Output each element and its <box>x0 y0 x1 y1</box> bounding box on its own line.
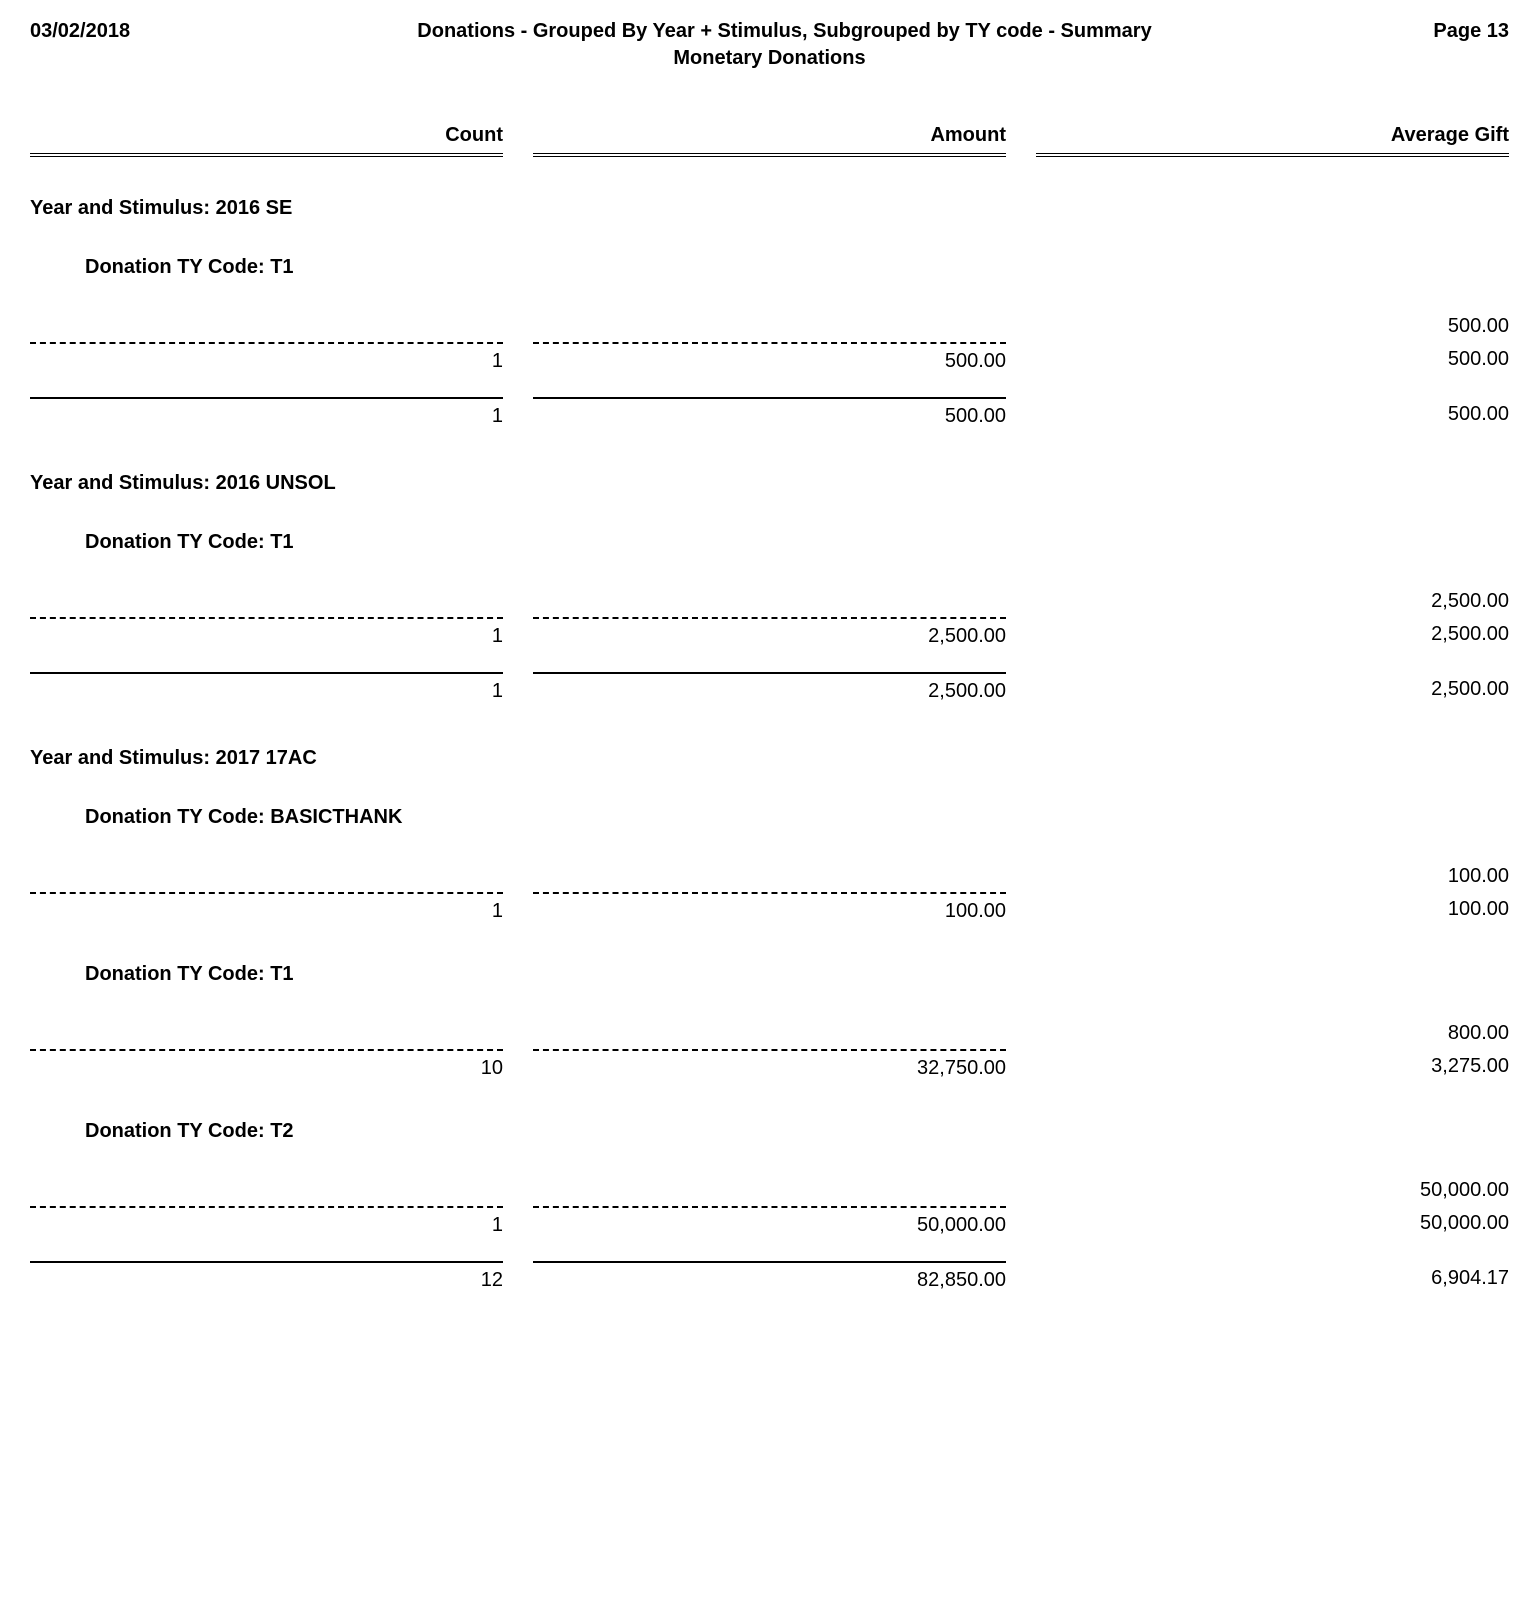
cell-count: 1 <box>30 1206 503 1241</box>
cell-avg: 800.00 <box>1036 1016 1509 1049</box>
cell-avg: 100.00 <box>1036 892 1509 927</box>
cell-amount <box>533 1016 1006 1049</box>
cell-count: 1 <box>30 397 503 432</box>
sub-prefix: Donation TY Code: <box>85 963 270 985</box>
cell-amount: 50,000.00 <box>533 1206 1006 1241</box>
cell-count: 1 <box>30 672 503 707</box>
report-page: Page 13 <box>1389 20 1509 43</box>
group-header: Year and Stimulus: 2017 17AC <box>30 747 1509 770</box>
group-prefix: Year and Stimulus: <box>30 197 216 219</box>
sub-prefix: Donation TY Code: <box>85 806 270 828</box>
group-prefix: Year and Stimulus: <box>30 747 216 769</box>
cell-avg: 50,000.00 <box>1036 1173 1509 1206</box>
cell-amount: 2,500.00 <box>533 672 1006 707</box>
subtotal-row: 1 500.00 500.00 <box>30 342 1509 377</box>
cell-avg: 500.00 <box>1036 342 1509 377</box>
detail-row: 2,500.00 <box>30 584 1509 617</box>
subgroup-header: Donation TY Code: BASICTHANK <box>30 806 1509 829</box>
cell-amount: 32,750.00 <box>533 1049 1006 1084</box>
cell-avg: 2,500.00 <box>1036 672 1509 707</box>
cell-count: 12 <box>30 1261 503 1296</box>
subgroup-header: Donation TY Code: T1 <box>30 531 1509 554</box>
subgroup-header: Donation TY Code: T1 <box>30 256 1509 279</box>
sub-prefix: Donation TY Code: <box>85 1120 270 1142</box>
subtotal-row: 1 100.00 100.00 <box>30 892 1509 927</box>
cell-avg: 50,000.00 <box>1036 1206 1509 1241</box>
subtotal-row: 1 2,500.00 2,500.00 <box>30 617 1509 652</box>
report-header: 03/02/2018 Donations - Grouped By Year +… <box>30 20 1509 43</box>
col-avg-header: Average Gift <box>1036 120 1509 157</box>
cell-avg: 3,275.00 <box>1036 1049 1509 1084</box>
cell-avg: 100.00 <box>1036 859 1509 892</box>
cell-count: 1 <box>30 342 503 377</box>
cell-avg: 2,500.00 <box>1036 617 1509 652</box>
detail-row: 50,000.00 <box>30 1173 1509 1206</box>
detail-row: 100.00 <box>30 859 1509 892</box>
cell-count <box>30 1173 503 1206</box>
report-subtitle: Monetary Donations <box>30 47 1509 70</box>
cell-count <box>30 859 503 892</box>
group-header: Year and Stimulus: 2016 SE <box>30 197 1509 220</box>
cell-avg: 500.00 <box>1036 309 1509 342</box>
report-date: 03/02/2018 <box>30 20 180 43</box>
cell-amount <box>533 584 1006 617</box>
cell-count: 1 <box>30 892 503 927</box>
sub-code: T1 <box>270 963 293 985</box>
group-name: 2017 17AC <box>216 747 317 769</box>
cell-count: 1 <box>30 617 503 652</box>
sub-code: T1 <box>270 256 293 278</box>
cell-count <box>30 309 503 342</box>
cell-amount <box>533 859 1006 892</box>
cell-avg: 500.00 <box>1036 397 1509 432</box>
cell-amount: 82,850.00 <box>533 1261 1006 1296</box>
group-header: Year and Stimulus: 2016 UNSOL <box>30 472 1509 495</box>
subtotal-row: 10 32,750.00 3,275.00 <box>30 1049 1509 1084</box>
subgroup-header: Donation TY Code: T2 <box>30 1120 1509 1143</box>
sub-code: BASICTHANK <box>270 806 402 828</box>
detail-row: 800.00 <box>30 1016 1509 1049</box>
cell-avg: 2,500.00 <box>1036 584 1509 617</box>
group-prefix: Year and Stimulus: <box>30 472 216 494</box>
subgroup-header: Donation TY Code: T1 <box>30 963 1509 986</box>
detail-row: 500.00 <box>30 309 1509 342</box>
cell-count <box>30 584 503 617</box>
cell-count: 10 <box>30 1049 503 1084</box>
subtotal-row: 1 50,000.00 50,000.00 <box>30 1206 1509 1241</box>
report-title: Donations - Grouped By Year + Stimulus, … <box>180 20 1389 43</box>
sub-code: T2 <box>270 1120 293 1142</box>
cell-amount <box>533 309 1006 342</box>
col-amount-header: Amount <box>533 120 1006 157</box>
cell-amount: 100.00 <box>533 892 1006 927</box>
cell-amount: 2,500.00 <box>533 617 1006 652</box>
sub-prefix: Donation TY Code: <box>85 531 270 553</box>
col-count-header: Count <box>30 120 503 157</box>
group-total-row: 12 82,850.00 6,904.17 <box>30 1261 1509 1296</box>
cell-amount: 500.00 <box>533 342 1006 377</box>
cell-amount <box>533 1173 1006 1206</box>
cell-count <box>30 1016 503 1049</box>
column-headers: Count Amount Average Gift <box>30 120 1509 157</box>
group-total-row: 1 500.00 500.00 <box>30 397 1509 432</box>
cell-amount: 500.00 <box>533 397 1006 432</box>
group-name: 2016 SE <box>216 197 293 219</box>
sub-prefix: Donation TY Code: <box>85 256 270 278</box>
group-name: 2016 UNSOL <box>216 472 336 494</box>
cell-avg: 6,904.17 <box>1036 1261 1509 1296</box>
group-total-row: 1 2,500.00 2,500.00 <box>30 672 1509 707</box>
sub-code: T1 <box>270 531 293 553</box>
